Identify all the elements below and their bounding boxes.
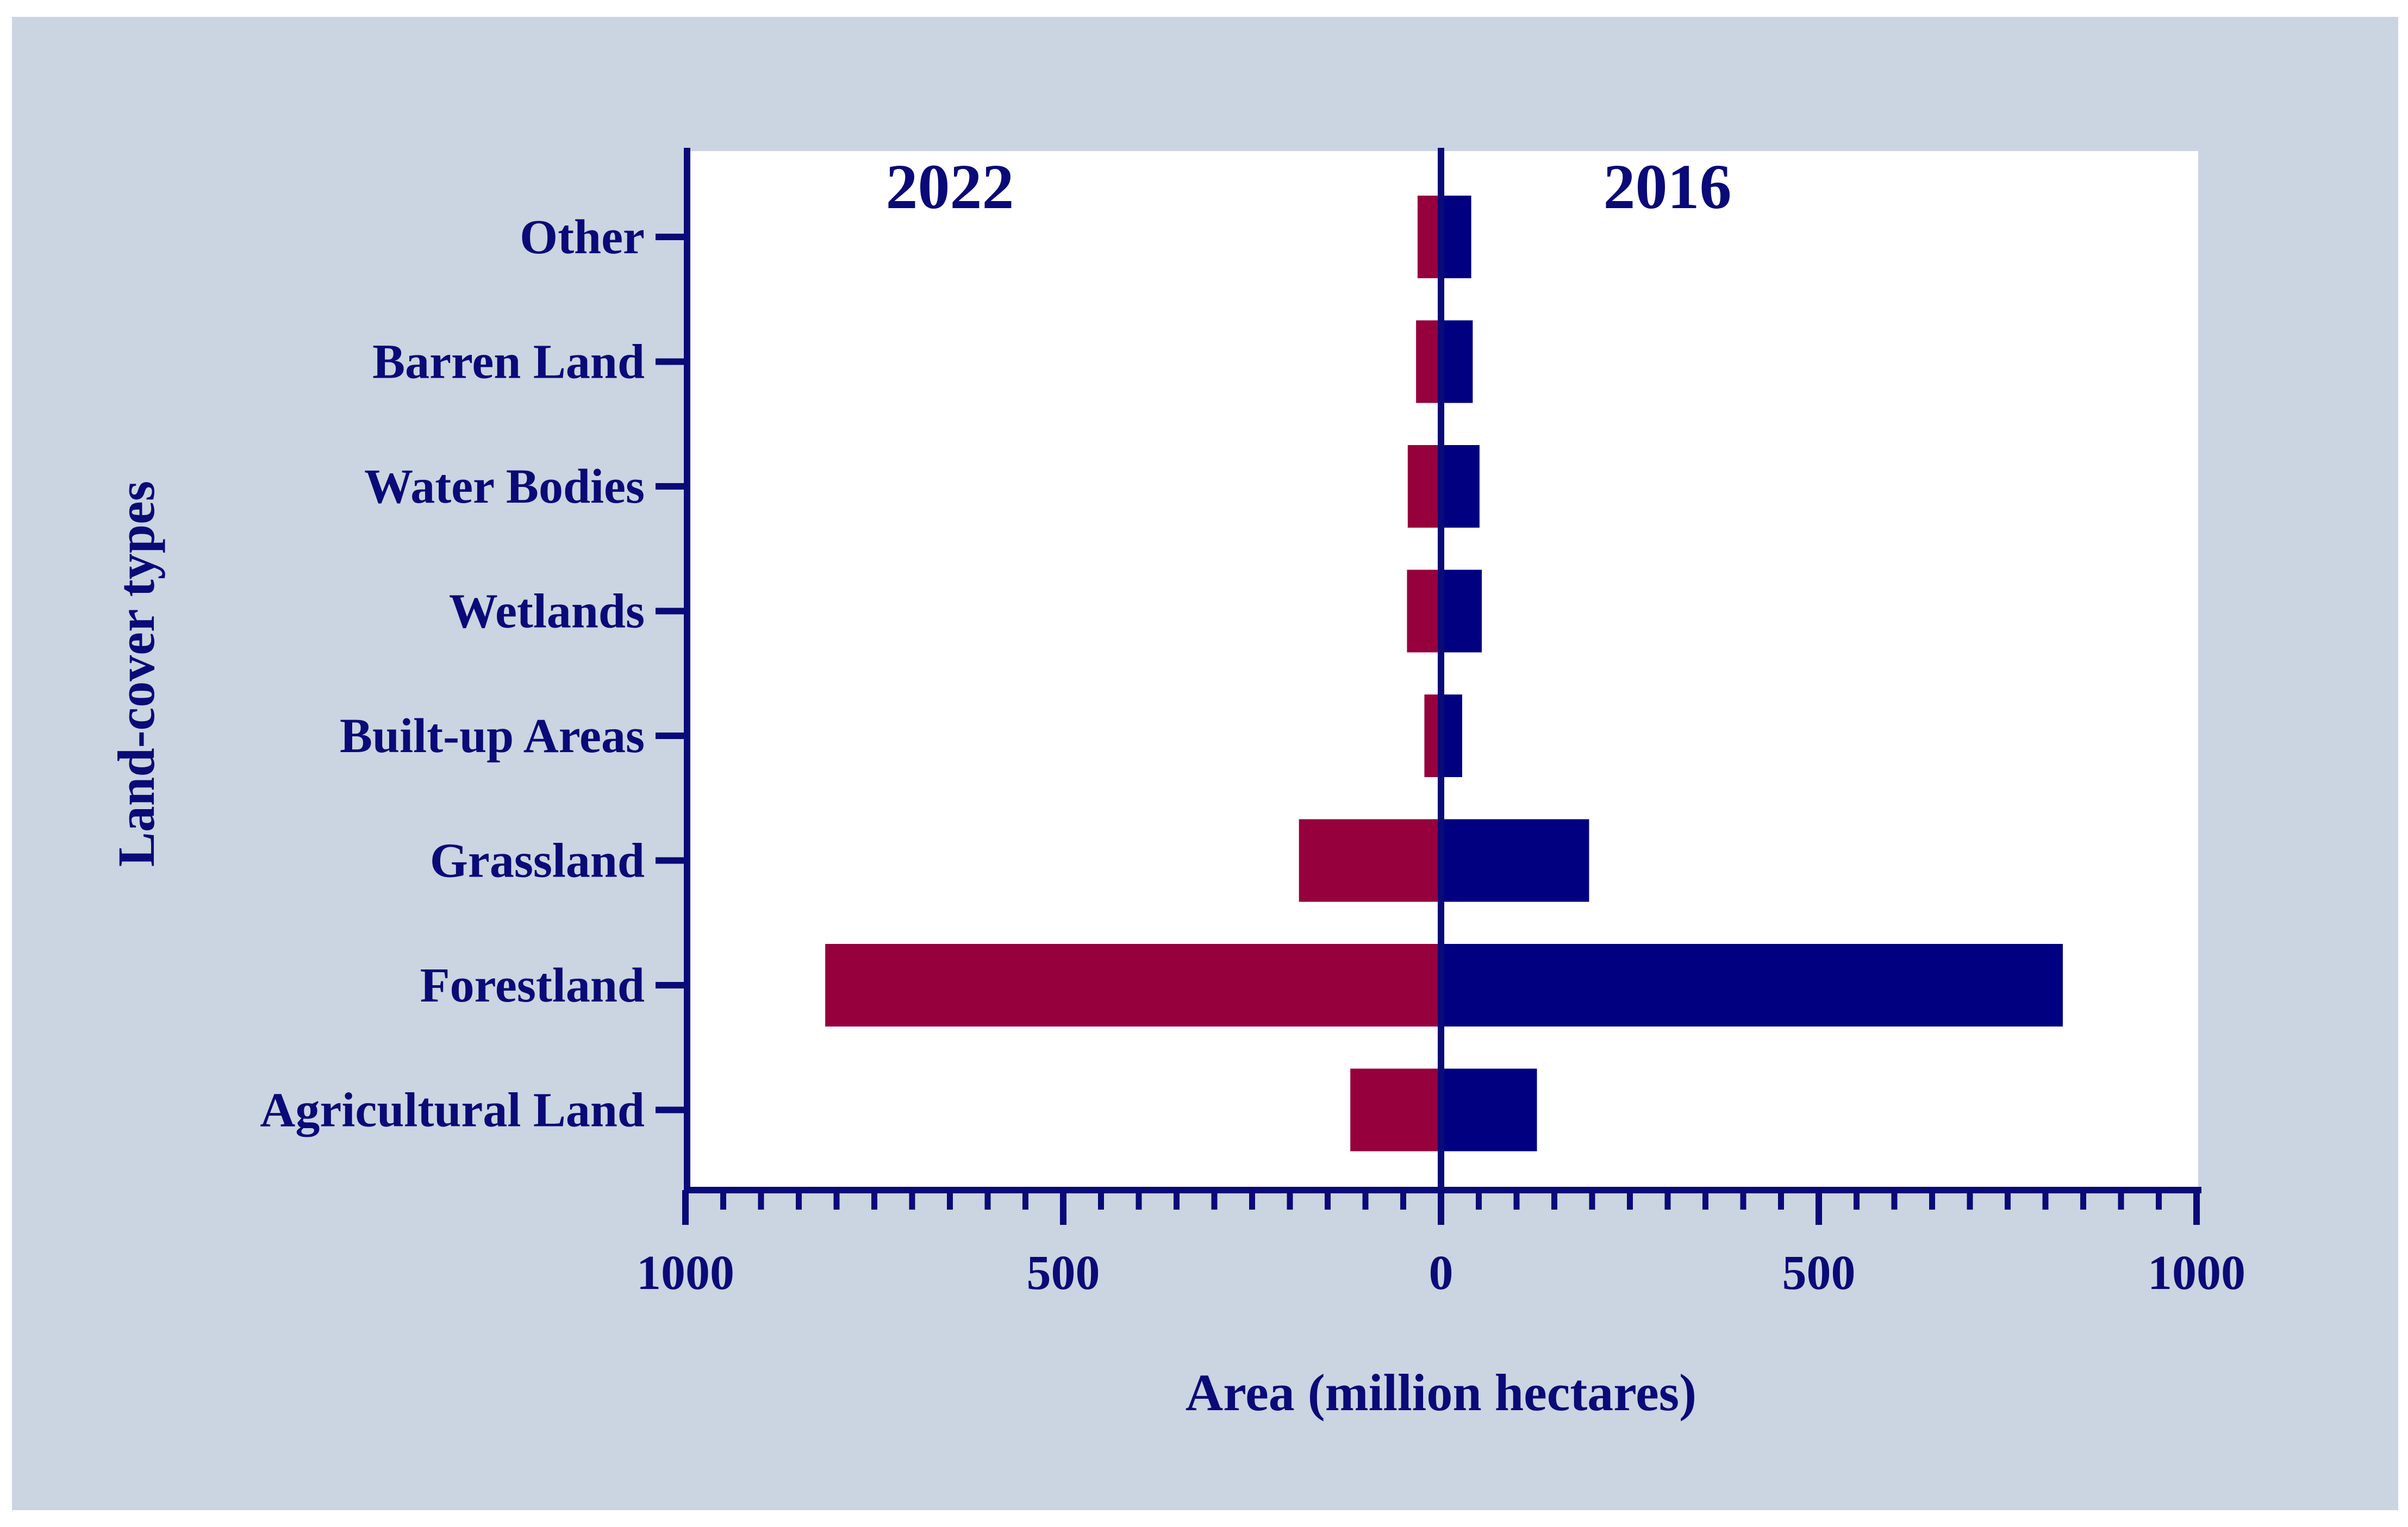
x-tick-label: 500 — [1782, 1246, 1856, 1300]
x-tick-label: 1000 — [2148, 1246, 2245, 1300]
y-tick-label: Built-up Areas — [340, 709, 645, 763]
y-tick-label: Barren Land — [372, 335, 645, 389]
y-tick-label: Water Bodies — [364, 460, 645, 514]
bar-2016-forestland — [1441, 944, 2063, 1027]
bar-2016-water-bodies — [1441, 445, 1480, 528]
x-axis-title: Area (million hectares) — [1186, 1363, 1696, 1422]
bar-2022-other — [1417, 196, 1441, 278]
bar-2022-barren-land — [1416, 320, 1441, 403]
bar-2016-barren-land — [1441, 320, 1473, 403]
bar-2016-other — [1441, 196, 1471, 278]
x-tick-label: 500 — [1027, 1246, 1100, 1300]
bar-2016-built-up-areas — [1441, 694, 1462, 777]
bar-2022-grassland — [1299, 819, 1441, 902]
labels-group: Agricultural Land Forestland Grassland Buil… — [107, 151, 2245, 1422]
bar-2022-forestland — [825, 944, 1441, 1027]
bar-2022-agricultural-land — [1350, 1068, 1441, 1151]
bar-2016-grassland — [1441, 819, 1589, 902]
bar-2022-water-bodies — [1407, 445, 1441, 528]
y-tick-label: Wetlands — [449, 585, 645, 639]
y-axis-title: Land-cover types — [107, 481, 165, 867]
bars-group — [825, 196, 2063, 1151]
x-tick-label: 0 — [1429, 1246, 1453, 1300]
y-tick-label: Agricultural Land — [260, 1084, 645, 1137]
axes-group — [656, 148, 2201, 1225]
bar-2022-wetlands — [1407, 570, 1441, 653]
y-tick-label: Forestland — [420, 959, 645, 1012]
series-label-2022: 2022 — [886, 151, 1014, 222]
y-tick-label: Grassland — [430, 834, 645, 888]
bar-2016-wetlands — [1441, 570, 1482, 653]
y-tick-label: Other — [520, 210, 645, 264]
x-tick-label: 1000 — [637, 1246, 734, 1300]
series-label-2016: 2016 — [1604, 151, 1732, 222]
bar-2016-agricultural-land — [1441, 1068, 1537, 1151]
